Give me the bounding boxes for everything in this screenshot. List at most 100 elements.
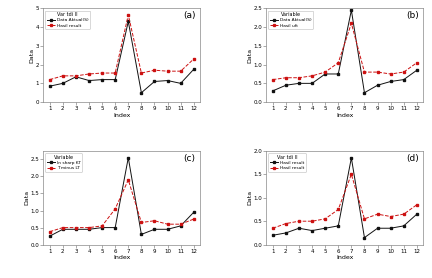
Data Aktual(S) <box>375 84 380 87</box>
Data Aktual(S) <box>178 82 183 85</box>
Y-axis label: Data: Data <box>247 190 252 205</box>
Hasil result <box>178 70 183 73</box>
Hasil result <box>283 222 289 225</box>
Hasil uft <box>349 22 354 25</box>
In sharp KT <box>139 233 144 236</box>
Data Aktual(S) <box>152 80 157 83</box>
Hasil result <box>323 227 328 230</box>
In sharp KT <box>178 224 183 228</box>
In sharp KT <box>113 226 118 229</box>
Data Aktual(S) <box>362 91 367 95</box>
Line: Data Aktual(S): Data Aktual(S) <box>48 20 195 94</box>
Y-axis label: Data: Data <box>247 48 252 63</box>
Hasil uft <box>309 74 314 78</box>
Hasil result <box>414 203 419 207</box>
Hasil result <box>270 234 276 237</box>
In sharp KT <box>99 226 105 229</box>
Hasil result <box>336 208 341 211</box>
Line: T minus LT: T minus LT <box>48 178 195 233</box>
X-axis label: Index: Index <box>113 113 130 118</box>
Hasil result <box>323 217 328 220</box>
Hasil uft <box>362 70 367 74</box>
Data Aktual(S) <box>86 79 92 82</box>
Data Aktual(S) <box>126 20 131 23</box>
Y-axis label: Data: Data <box>29 48 34 63</box>
Hasil result <box>126 13 131 17</box>
Data Aktual(S) <box>60 82 65 85</box>
Line: Data Aktual(S): Data Aktual(S) <box>271 9 418 94</box>
T minus LT <box>60 226 65 229</box>
Hasil result <box>388 227 393 230</box>
Hasil uft <box>323 70 328 74</box>
In sharp KT <box>126 156 131 159</box>
Data Aktual(S) <box>388 80 393 83</box>
Text: (a): (a) <box>183 11 196 20</box>
Y-axis label: Data: Data <box>24 190 29 205</box>
X-axis label: Index: Index <box>113 255 130 260</box>
Legend: Data Aktual(S), Hasil uft: Data Aktual(S), Hasil uft <box>269 11 313 29</box>
Hasil uft <box>296 76 302 80</box>
Line: In sharp KT: In sharp KT <box>48 156 195 237</box>
Data Aktual(S) <box>283 84 289 87</box>
X-axis label: Index: Index <box>336 255 353 260</box>
Hasil result <box>99 71 105 75</box>
Hasil uft <box>388 72 393 76</box>
T minus LT <box>191 217 196 221</box>
In sharp KT <box>47 234 52 238</box>
Data Aktual(S) <box>270 89 276 93</box>
Text: (b): (b) <box>406 11 419 20</box>
Data Aktual(S) <box>139 91 144 95</box>
T minus LT <box>47 230 52 233</box>
T minus LT <box>126 178 131 182</box>
Data Aktual(S) <box>296 82 302 85</box>
Hasil result <box>165 70 170 73</box>
T minus LT <box>139 221 144 224</box>
Hasil result <box>401 224 407 228</box>
X-axis label: Index: Index <box>336 113 353 118</box>
Data Aktual(S) <box>349 9 354 12</box>
Data Aktual(S) <box>323 72 328 76</box>
In sharp KT <box>86 228 92 231</box>
Hasil result <box>362 217 367 220</box>
Hasil result <box>375 212 380 216</box>
Hasil result <box>296 220 302 223</box>
Hasil result <box>296 227 302 230</box>
In sharp KT <box>73 228 79 231</box>
T minus LT <box>178 222 183 226</box>
T minus LT <box>152 219 157 222</box>
T minus LT <box>113 207 118 210</box>
Hasil result <box>414 212 419 216</box>
Hasil result <box>375 227 380 230</box>
Hasil result <box>336 224 341 228</box>
Data Aktual(S) <box>73 75 79 78</box>
Hasil result <box>139 71 144 75</box>
Hasil result <box>47 78 52 81</box>
T minus LT <box>99 224 105 228</box>
Hasil result <box>362 236 367 239</box>
Hasil result <box>349 173 354 176</box>
Data Aktual(S) <box>309 82 314 85</box>
Hasil result <box>401 212 407 216</box>
Hasil result <box>73 74 79 78</box>
Hasil result <box>86 72 92 76</box>
Data Aktual(S) <box>414 69 419 72</box>
Hasil uft <box>270 78 276 81</box>
Data Aktual(S) <box>47 85 52 88</box>
Data Aktual(S) <box>165 79 170 82</box>
Hasil result <box>309 229 314 232</box>
Data Aktual(S) <box>336 72 341 76</box>
In sharp KT <box>191 210 196 214</box>
T minus LT <box>165 222 170 226</box>
Data Aktual(S) <box>191 68 196 71</box>
Hasil result <box>60 74 65 78</box>
Hasil uft <box>414 61 419 64</box>
Legend: Hasil result, Hasil result: Hasil result, Hasil result <box>269 153 306 172</box>
Hasil result <box>191 57 196 61</box>
Line: Hasil result: Hasil result <box>271 157 418 239</box>
In sharp KT <box>60 228 65 231</box>
Hasil uft <box>283 76 289 80</box>
Line: Hasil result: Hasil result <box>271 173 418 230</box>
Hasil result <box>152 69 157 72</box>
Hasil uft <box>401 70 407 74</box>
In sharp KT <box>165 228 170 231</box>
